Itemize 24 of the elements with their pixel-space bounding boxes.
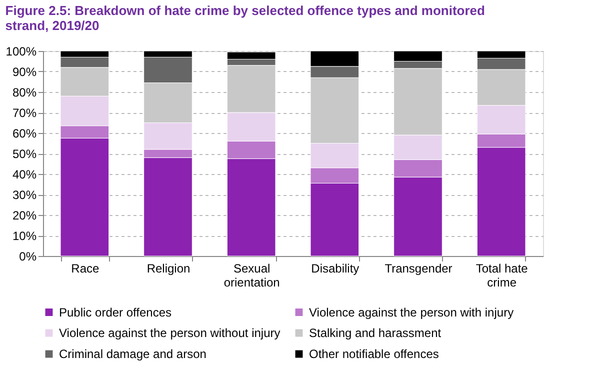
legend-label: Stalking and harassment <box>309 326 442 340</box>
y-tick-label: 20% <box>12 208 37 222</box>
y-tick-label: 90% <box>12 65 37 79</box>
legend-label: Violence against the person with injury <box>309 305 514 320</box>
y-tick-label: 60% <box>12 126 37 140</box>
legend-label: Public order offences <box>59 305 172 320</box>
y-tick-label: 30% <box>12 188 37 202</box>
y-tick-label: 80% <box>12 86 37 100</box>
y-tick-label: 10% <box>12 229 37 243</box>
x-tick-label: Total hate crime <box>476 262 528 290</box>
x-tick-label: Disability <box>311 262 360 276</box>
x-tick-label: Race <box>71 262 100 276</box>
y-tick-label: 100% <box>6 44 37 58</box>
legend-label: Other notifiable offences <box>309 347 439 361</box>
legend-label: Criminal damage and arson <box>59 347 206 361</box>
x-tick-label: Religion <box>146 262 190 276</box>
y-tick-label: 50% <box>12 147 37 161</box>
chart-title: Figure 2.5: Breakdown of hate crime by selected offence types and monitored strand, 2019/20 <box>5 3 486 33</box>
legend-label: Violence against the person without injury <box>59 326 280 340</box>
x-tick-label: Transgender <box>384 262 452 276</box>
y-tick-label: 40% <box>12 168 37 182</box>
y-tick-label: 70% <box>12 106 37 120</box>
y-tick-label: 0% <box>19 250 37 264</box>
x-tick-label: Sexual orientation <box>224 262 280 290</box>
